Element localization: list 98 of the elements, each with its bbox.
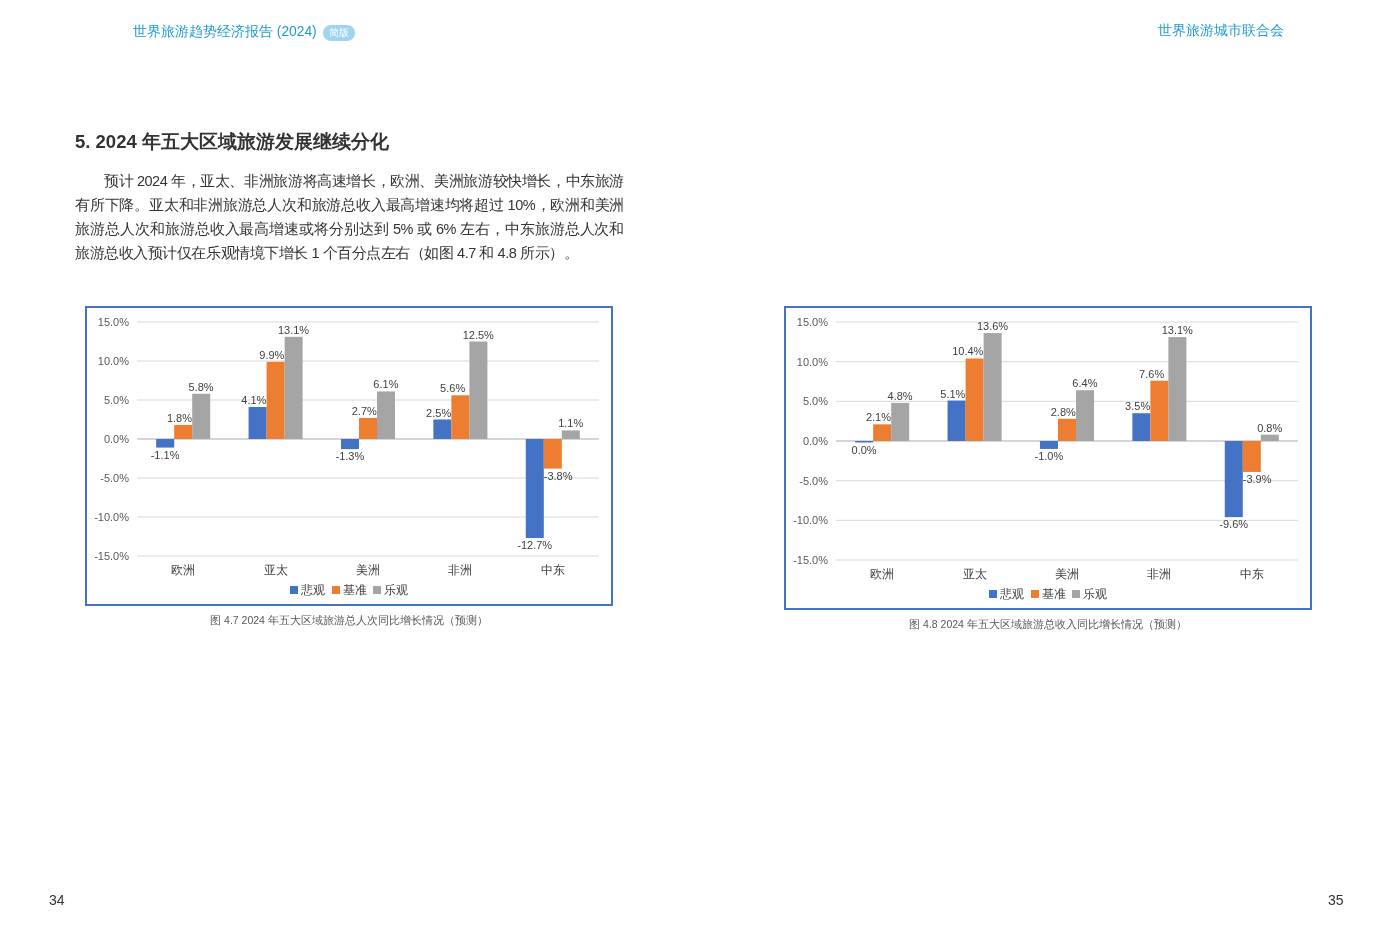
bar <box>284 336 303 439</box>
data-label: 6.1% <box>373 378 399 391</box>
data-label: -12.7% <box>517 539 553 552</box>
bar <box>1260 434 1279 441</box>
data-label: 13.1% <box>1161 324 1194 337</box>
data-label: 1.8% <box>166 411 193 424</box>
data-label: 12.5% <box>462 328 495 341</box>
text: 预计 2024 年，亚太、非洲旅游将高速增长，欧洲、美洲旅游较快增长，中东旅游有所下降。亚太和非洲旅游总人次和旅游总收入最高增速均将超过 10%，欧洲和美洲旅游总人次和旅游总收入最高增速或将分别达到 5% 或 6% 左右，中东旅游总人次和旅游总收入预计仅在乐观情境下增长 1 个百分点左右（如图 4.7 和 4.8 所示）。 <box>75 172 624 263</box>
bar <box>174 424 193 439</box>
legend-label: 悲观 <box>300 583 325 597</box>
y-tick-label: -15.0% <box>793 553 829 566</box>
x-tick-label: 非洲 <box>1147 567 1172 581</box>
bar <box>1076 390 1095 441</box>
data-label: -3.8% <box>543 469 573 482</box>
x-tick-label: 美洲 <box>1055 567 1079 581</box>
bar <box>266 361 285 439</box>
x-tick-label: 欧洲 <box>171 563 196 577</box>
y-tick-label: -5.0% <box>100 471 130 484</box>
data-label: 1.1% <box>558 417 584 430</box>
y-tick-label: 5.0% <box>103 393 130 406</box>
y-tick-label: 10.0% <box>97 354 130 367</box>
y-tick-label: 15.0% <box>796 315 829 328</box>
y-tick-label: -10.0% <box>793 514 829 527</box>
data-label: 2.1% <box>865 411 892 424</box>
data-label: 5.8% <box>188 380 214 393</box>
bar <box>525 439 544 539</box>
data-label: -1.3% <box>335 450 365 463</box>
data-label: 2.8% <box>1050 405 1077 418</box>
data-label: -1.1% <box>150 448 180 461</box>
y-tick-label: 5.0% <box>802 395 829 408</box>
legend-label: 基准 <box>343 583 367 597</box>
data-label: -3.9% <box>1242 472 1272 485</box>
x-tick-label: 欧洲 <box>870 567 895 581</box>
data-label: 13.6% <box>976 320 1009 333</box>
data-label: -1.0% <box>1034 449 1064 462</box>
y-tick-label: -15.0% <box>94 549 130 562</box>
bar <box>1039 441 1058 449</box>
bar <box>156 439 175 448</box>
bar <box>543 439 562 469</box>
bar <box>433 419 452 439</box>
legend-label: 悲观 <box>999 587 1024 601</box>
text: 35 <box>1328 892 1344 908</box>
bar <box>1132 413 1151 441</box>
text: 图 4.7 2024 年五大区域旅游总人次同比增长情况（预测） <box>209 614 489 628</box>
bar <box>891 402 910 441</box>
bar <box>1224 441 1243 518</box>
y-tick-label: -10.0% <box>94 510 130 523</box>
y-tick-label: 15.0% <box>97 315 130 328</box>
bar <box>451 395 470 439</box>
data-label: 5.6% <box>440 382 466 395</box>
legend-label: 乐观 <box>384 583 408 597</box>
bar <box>377 391 396 439</box>
x-tick-label: 中东 <box>540 563 565 577</box>
x-tick-label: 美洲 <box>356 563 380 577</box>
data-label: 2.5% <box>426 406 452 419</box>
y-tick-label: 0.0% <box>802 434 829 447</box>
data-label: 6.4% <box>1072 377 1098 390</box>
bar <box>947 400 966 441</box>
x-tick-label: 非洲 <box>448 563 473 577</box>
bar <box>340 439 359 450</box>
text: 世界旅游城市联合会 <box>1158 22 1284 40</box>
data-label: -9.6% <box>1219 518 1249 531</box>
bar <box>1168 337 1187 441</box>
bar <box>561 430 580 439</box>
y-tick-label: 10.0% <box>796 355 829 368</box>
bar <box>965 358 984 441</box>
data-label: 5.1% <box>940 387 966 400</box>
text: 34 <box>49 892 65 908</box>
data-label: 13.1% <box>277 323 310 336</box>
data-label: 4.1% <box>241 394 267 407</box>
data-label: 7.6% <box>1139 367 1165 380</box>
bar <box>873 424 892 441</box>
data-label: 2.7% <box>351 404 378 417</box>
legend-label: 乐观 <box>1083 587 1107 601</box>
legend-label: 基准 <box>1042 587 1066 601</box>
data-label: 9.9% <box>259 348 285 361</box>
text: 世界旅游趋势经济报告 (2024) <box>133 23 317 41</box>
bar <box>358 417 378 439</box>
y-tick-label: -5.0% <box>799 474 829 487</box>
bar <box>1057 418 1077 441</box>
bar <box>192 393 211 439</box>
bar <box>1150 380 1169 441</box>
data-label: 10.4% <box>952 345 984 358</box>
text: 5. 2024 年五大区域旅游发展继续分化 <box>75 130 389 154</box>
data-label: 0.0% <box>851 443 877 456</box>
bar <box>469 341 488 439</box>
text: 图 4.8 2024 年五大区域旅游总收入同比增长情况（预测） <box>908 618 1188 632</box>
data-label: 3.5% <box>1125 400 1151 413</box>
bar <box>1242 441 1261 472</box>
data-label: 0.8% <box>1257 421 1283 434</box>
bar <box>248 407 267 439</box>
y-tick-label: 0.0% <box>103 432 130 445</box>
bar <box>983 333 1002 441</box>
text: 简版 <box>323 25 355 41</box>
x-tick-label: 亚太 <box>962 567 987 581</box>
x-tick-label: 亚太 <box>263 563 288 577</box>
x-tick-label: 中东 <box>1239 567 1264 581</box>
data-label: 4.8% <box>887 389 913 402</box>
